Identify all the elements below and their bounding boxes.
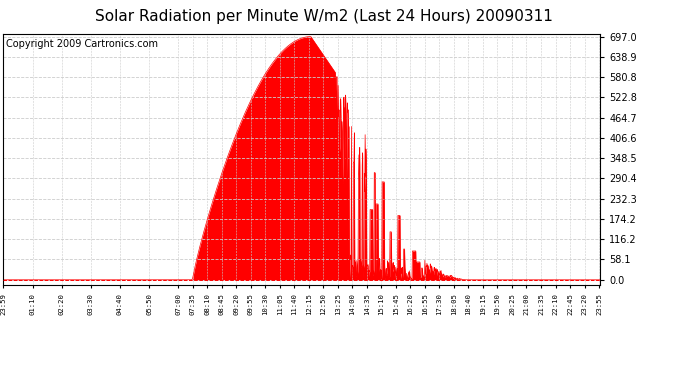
Text: Copyright 2009 Cartronics.com: Copyright 2009 Cartronics.com <box>6 39 159 49</box>
Text: Solar Radiation per Minute W/m2 (Last 24 Hours) 20090311: Solar Radiation per Minute W/m2 (Last 24… <box>95 9 553 24</box>
